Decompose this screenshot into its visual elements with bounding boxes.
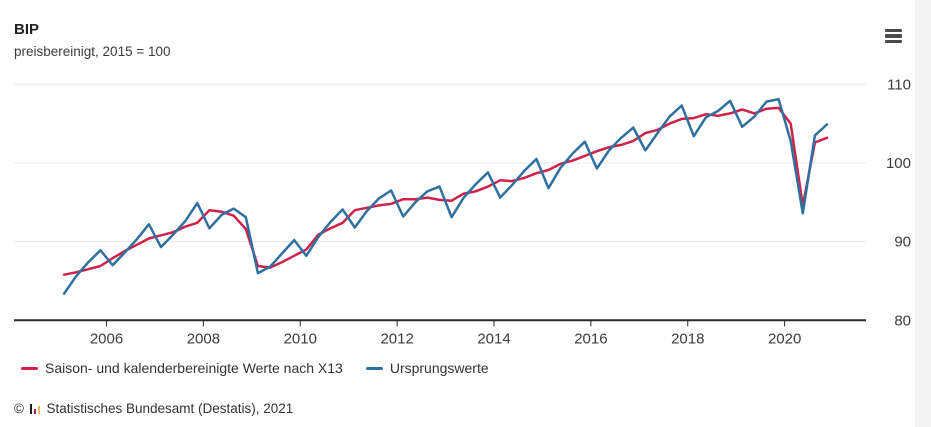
chart-title: BIP: [14, 21, 40, 38]
source-credit: Statistisches Bundesamt (Destatis), 2021: [46, 401, 294, 416]
x-axis-tick-label: 2016: [574, 330, 607, 347]
chart-context-menu-button[interactable]: [881, 25, 905, 47]
x-axis-tick-label: 2008: [187, 330, 220, 347]
destatis-logo-icon: [29, 403, 42, 414]
legend-label-original: Ursprungswerte: [389, 360, 489, 376]
legend-dash-red: [21, 366, 38, 370]
x-axis-tick-label: 2006: [90, 330, 123, 347]
legend-label-adjusted: Saison- und kalenderbereinigte Werte nac…: [45, 360, 343, 376]
x-axis-tick-label: 2014: [477, 330, 510, 347]
chart-subtitle: preisbereinigt, 2015 = 100: [14, 44, 171, 59]
hamburger-icon: [884, 28, 902, 44]
legend-item-original[interactable]: Ursprungswerte: [365, 360, 489, 376]
chart-footer: © Statistisches Bundesamt (Destatis), 20…: [14, 401, 293, 416]
y-axis-tick-label: 90: [894, 234, 911, 251]
x-axis-tick-label: 2018: [671, 330, 704, 347]
y-axis-tick-label: 110: [887, 76, 911, 93]
y-axis-tick-label: 80: [894, 312, 911, 329]
y-axis-tick-label: 100: [886, 155, 911, 172]
series-line-original: [62, 97, 829, 295]
x-axis-tick-label: 2020: [768, 330, 801, 347]
page-background-strip: [915, 0, 931, 427]
x-axis-tick-label: 2010: [284, 330, 317, 347]
legend-dash-blue: [365, 366, 383, 370]
series-line-adjusted: [62, 106, 829, 276]
copyright-symbol: ©: [14, 401, 24, 416]
x-axis-tick-label: 2012: [380, 330, 413, 347]
chart-legend: Saison- und kalenderbereinigte Werte nac…: [21, 360, 489, 376]
legend-item-adjusted[interactable]: Saison- und kalenderbereinigte Werte nac…: [21, 360, 343, 376]
